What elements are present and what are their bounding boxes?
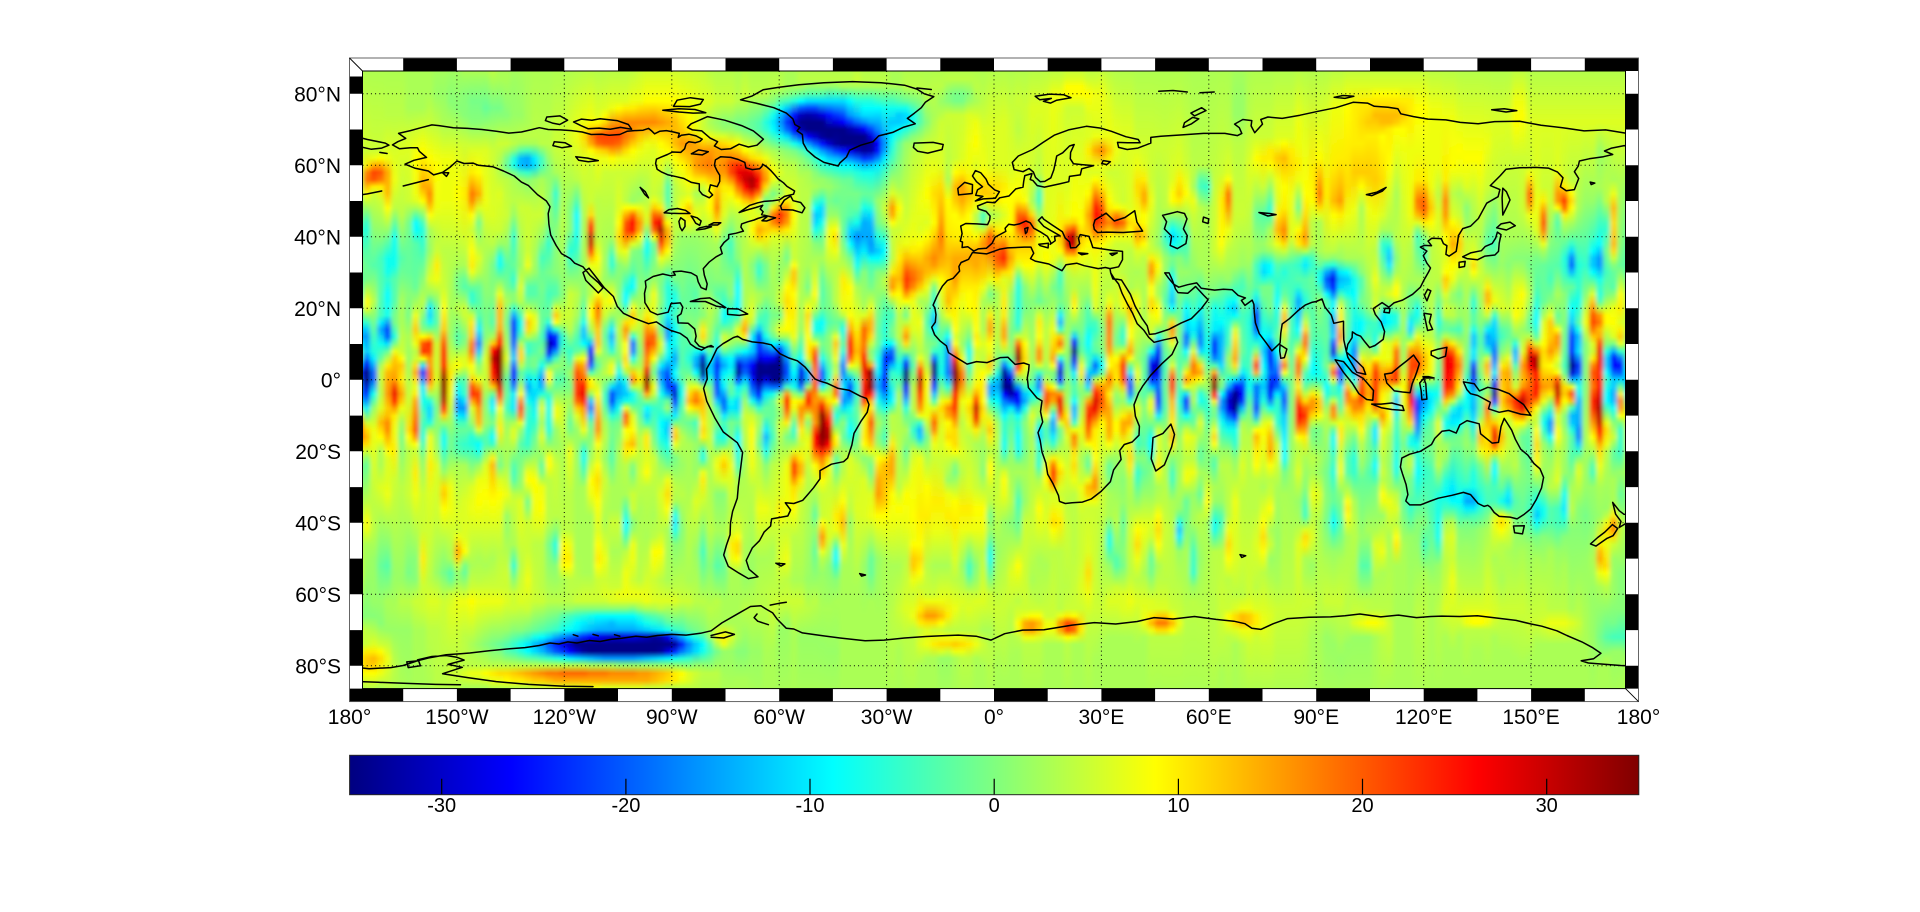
svg-text:150°E: 150°E: [1502, 706, 1559, 729]
svg-text:-20: -20: [611, 795, 640, 817]
svg-text:60°N: 60°N: [294, 155, 341, 178]
svg-text:40°S: 40°S: [295, 512, 341, 535]
svg-text:10: 10: [1167, 795, 1189, 817]
svg-text:60°E: 60°E: [1186, 706, 1232, 729]
svg-text:20: 20: [1351, 795, 1373, 817]
svg-text:30°E: 30°E: [1079, 706, 1125, 729]
svg-text:20°S: 20°S: [295, 441, 341, 464]
svg-text:90°E: 90°E: [1293, 706, 1339, 729]
svg-text:90°W: 90°W: [646, 706, 698, 729]
svg-text:0°: 0°: [321, 369, 341, 392]
svg-text:80°N: 80°N: [294, 83, 341, 106]
svg-text:40°N: 40°N: [294, 226, 341, 249]
svg-text:180°: 180°: [1617, 706, 1660, 729]
svg-text:-10: -10: [796, 795, 825, 817]
svg-text:120°E: 120°E: [1395, 706, 1452, 729]
svg-text:30: 30: [1536, 795, 1558, 817]
svg-text:0: 0: [989, 795, 1000, 817]
svg-text:80°S: 80°S: [295, 655, 341, 678]
svg-text:180°: 180°: [328, 706, 371, 729]
svg-text:120°W: 120°W: [533, 706, 596, 729]
svg-text:0°: 0°: [984, 706, 1004, 729]
svg-text:30°W: 30°W: [861, 706, 913, 729]
svg-text:60°W: 60°W: [753, 706, 805, 729]
svg-text:20°N: 20°N: [294, 298, 341, 321]
svg-text:60°S: 60°S: [295, 584, 341, 607]
svg-text:150°W: 150°W: [425, 706, 488, 729]
svg-text:-30: -30: [427, 795, 456, 817]
